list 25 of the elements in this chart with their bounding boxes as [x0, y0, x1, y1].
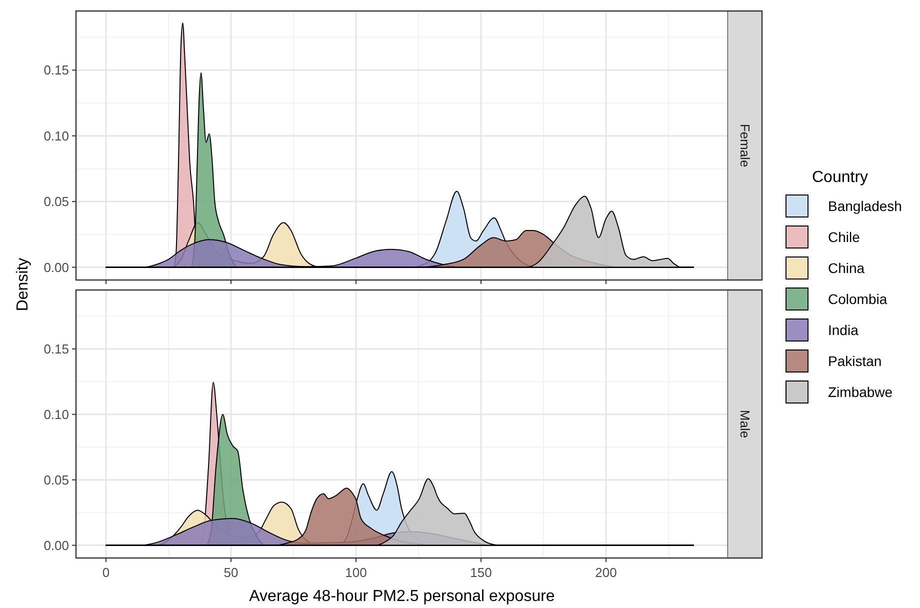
y-tick-label: 0.15 [44, 341, 69, 356]
y-tick-label: 0.05 [44, 472, 69, 488]
x-tick-label: 100 [345, 565, 367, 580]
y-tick-label: 0.15 [44, 62, 69, 78]
legend-label: Chile [828, 228, 860, 245]
legend-label: China [828, 260, 865, 276]
y-tick-label: 0.00 [44, 538, 69, 553]
x-tick-label: 150 [470, 565, 492, 580]
text: Male [737, 410, 752, 438]
y-tick-label: 0.00 [44, 260, 69, 275]
y-tick-label: 0.10 [44, 406, 69, 422]
text: Female [737, 124, 752, 168]
y-tick-label: 0.05 [44, 194, 69, 210]
legend-label: Bangladesh [828, 198, 902, 214]
legend-label: Pakistan [828, 352, 882, 369]
x-tick-label: 50 [224, 565, 238, 580]
x-tick-label: 200 [595, 565, 617, 580]
legend-label: Zimbabwe [828, 384, 893, 400]
legend-title: Country [812, 169, 868, 186]
x-axis-title: Average 48-hour PM2.5 personal exposure [249, 588, 555, 605]
legend-label: India [828, 322, 859, 338]
y-axis-title: Density [14, 258, 32, 312]
x-tick-label: 0 [102, 565, 110, 580]
y-tick-label: 0.10 [44, 128, 69, 144]
legend-label: Colombia [828, 290, 888, 307]
